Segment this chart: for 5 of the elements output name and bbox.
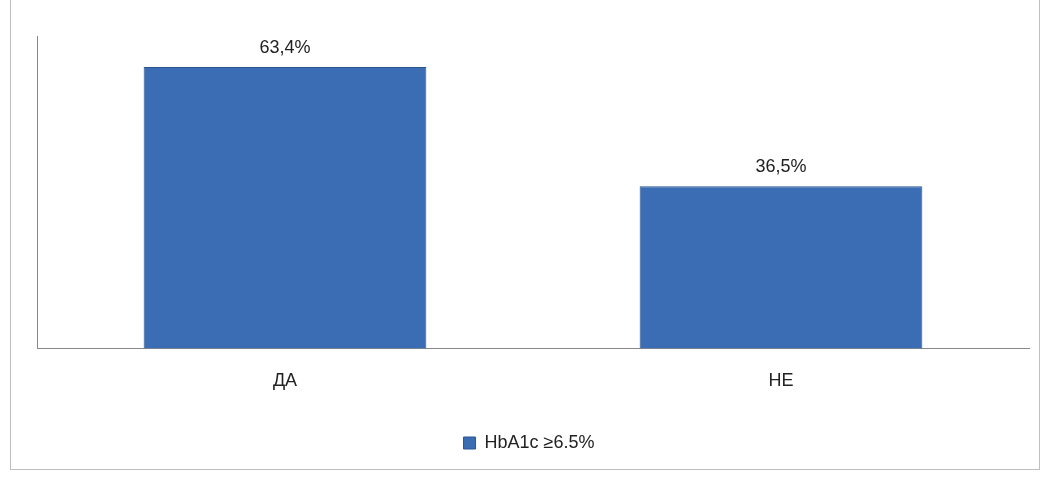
x-tick-label: НЕ: [768, 370, 794, 391]
data-label: 63,4%: [259, 36, 311, 57]
x-tick-label: ДА: [272, 370, 298, 391]
legend-label: HbA1c ≥6.5%: [484, 431, 595, 452]
data-label: 36,5%: [755, 156, 807, 177]
